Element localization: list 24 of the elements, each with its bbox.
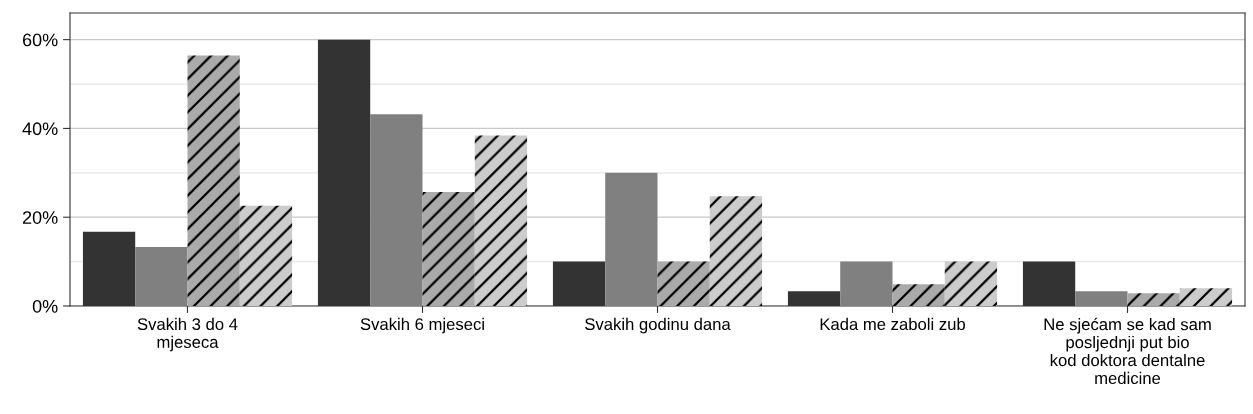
x-tick-label: Svakih godinu dana: [585, 317, 731, 334]
x-tick-label: Kada me zaboli zub: [820, 317, 965, 331]
bar: [187, 55, 240, 306]
bar: [892, 284, 945, 306]
y-tick-label: 40%: [22, 122, 58, 136]
y-tick-label: 60%: [22, 33, 58, 47]
bar: [135, 246, 188, 306]
bar: [239, 205, 293, 306]
bar: [1127, 293, 1180, 306]
bar: [605, 172, 658, 306]
bar: [1179, 288, 1233, 306]
y-tick-label: 0%: [32, 299, 58, 313]
x-tick-label: Svakih 6 mjeseci: [360, 317, 484, 334]
bar: [1075, 291, 1128, 306]
bar: [944, 261, 998, 306]
bar: [474, 135, 528, 306]
x-tick-label: Svakih 3 do 4 mjeseca: [137, 317, 238, 352]
bar: [370, 114, 423, 306]
x-tick-label: Ne sjećam se kad sam posljednji put bio kod doktora dentalne medicine: [1044, 317, 1211, 385]
bar: [422, 191, 475, 306]
bar: [840, 261, 893, 306]
y-tick-label: 20%: [22, 211, 58, 224]
bar: [657, 261, 710, 306]
bar: [709, 196, 763, 306]
